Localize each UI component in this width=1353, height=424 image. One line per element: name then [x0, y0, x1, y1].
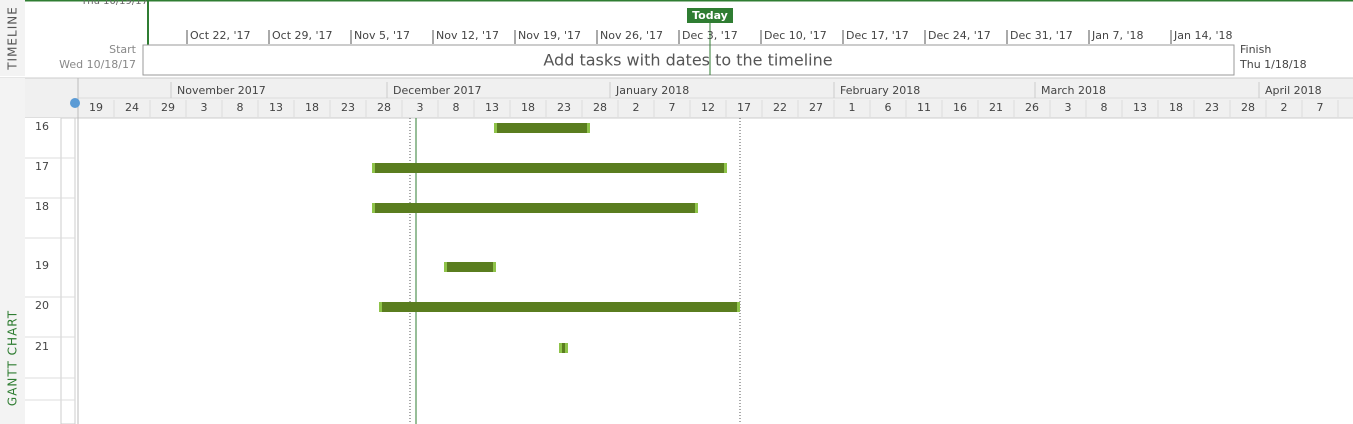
task-bar-end: [724, 163, 727, 173]
gantt-side: [0, 78, 25, 424]
day-label: 11: [917, 101, 931, 114]
timeline-tick-label: Jan 14, '18: [1173, 29, 1232, 42]
timeline-tick-label: Nov 12, '17: [436, 29, 499, 42]
month-label: January 2018: [615, 84, 689, 97]
timeline-side-label: TIMELINE: [6, 6, 20, 71]
row-number: 16: [35, 120, 49, 133]
timeline-top-date: Thu 10/19/17: [80, 0, 148, 7]
row-number: 20: [35, 299, 49, 312]
task-bar-end: [493, 262, 496, 272]
day-label: 24: [125, 101, 139, 114]
day-label: 27: [809, 101, 823, 114]
task-bar-end: [565, 343, 568, 353]
start-date: Wed 10/18/17: [59, 58, 136, 71]
task-bar-end: [587, 123, 590, 133]
day-label: 3: [417, 101, 424, 114]
day-label: 23: [341, 101, 355, 114]
task-bar-start: [494, 123, 497, 133]
row-number: 19: [35, 259, 49, 272]
task-bar-end: [695, 203, 698, 213]
timeline-side: [0, 0, 25, 76]
task-bar: [444, 262, 496, 272]
day-label: 23: [1205, 101, 1219, 114]
timeline-tick-label: Dec 3, '17: [682, 29, 738, 42]
task-bar-start: [372, 163, 375, 173]
row-number: 21: [35, 340, 49, 353]
day-label: 12: [701, 101, 715, 114]
month-label: February 2018: [840, 84, 920, 97]
day-label: 6: [885, 101, 892, 114]
timeline-placeholder: Add tasks with dates to the timeline: [543, 51, 832, 70]
task-bar-end: [737, 302, 740, 312]
task-bar: [372, 163, 727, 173]
day-label: 19: [89, 101, 103, 114]
task-bar: [559, 343, 568, 353]
task-bar-start: [379, 302, 382, 312]
day-label: 8: [453, 101, 460, 114]
day-label: 21: [989, 101, 1003, 114]
day-label: 18: [1169, 101, 1183, 114]
day-label: 18: [305, 101, 319, 114]
today-label: Today: [692, 9, 728, 22]
finish-label: Finish: [1240, 43, 1271, 56]
day-label: 13: [485, 101, 499, 114]
day-label: 17: [737, 101, 751, 114]
day-label: 8: [237, 101, 244, 114]
month-label: April 2018: [1265, 84, 1322, 97]
day-label: 28: [593, 101, 607, 114]
day-label: 26: [1025, 101, 1039, 114]
day-label: 3: [1065, 101, 1072, 114]
task-bar: [494, 123, 590, 133]
day-label: 8: [1101, 101, 1108, 114]
day-label: 13: [1133, 101, 1147, 114]
day-label: 13: [269, 101, 283, 114]
timeline-tick-label: Nov 26, '17: [600, 29, 663, 42]
scroll-indicator[interactable]: [70, 98, 80, 108]
day-label: 28: [377, 101, 391, 114]
row-header: [25, 118, 61, 424]
task-bar-start: [559, 343, 562, 353]
task-bar: [379, 302, 740, 312]
timeline-tick-label: Nov 19, '17: [518, 29, 581, 42]
row-number: 18: [35, 200, 49, 213]
day-label: 3: [201, 101, 208, 114]
month-label: December 2017: [393, 84, 482, 97]
day-label: 2: [633, 101, 640, 114]
task-bar: [372, 203, 698, 213]
task-bar-start: [372, 203, 375, 213]
timeline-tick-label: Oct 22, '17: [190, 29, 251, 42]
day-label: 7: [669, 101, 676, 114]
day-label: 29: [161, 101, 175, 114]
day-label: 7: [1317, 101, 1324, 114]
day-label: 16: [953, 101, 967, 114]
day-label: 23: [557, 101, 571, 114]
day-label: 1: [849, 101, 856, 114]
day-label: 22: [773, 101, 787, 114]
start-label: Start: [109, 43, 137, 56]
timeline-tick-label: Dec 24, '17: [928, 29, 991, 42]
timeline-bar[interactable]: [142, 44, 1235, 76]
table-column: [60, 117, 76, 424]
task-bar-start: [444, 262, 447, 272]
timeline-tick-label: Dec 10, '17: [764, 29, 827, 42]
timeline-tick-label: Dec 17, '17: [846, 29, 909, 42]
day-label: 28: [1241, 101, 1255, 114]
timeline-tick-label: Jan 7, '18: [1091, 29, 1143, 42]
timeline-tick-label: Nov 5, '17: [354, 29, 410, 42]
day-label: 2: [1281, 101, 1288, 114]
gantt-side-label: GANTT CHART: [6, 310, 20, 406]
day-label: 18: [521, 101, 535, 114]
month-label: March 2018: [1041, 84, 1106, 97]
today-marker: [687, 8, 733, 23]
row-number: 17: [35, 160, 49, 173]
finish-date: Thu 1/18/18: [1239, 58, 1307, 71]
month-label: November 2017: [177, 84, 266, 97]
timeline-tick-label: Oct 29, '17: [272, 29, 333, 42]
timeline-tick-label: Dec 31, '17: [1010, 29, 1073, 42]
